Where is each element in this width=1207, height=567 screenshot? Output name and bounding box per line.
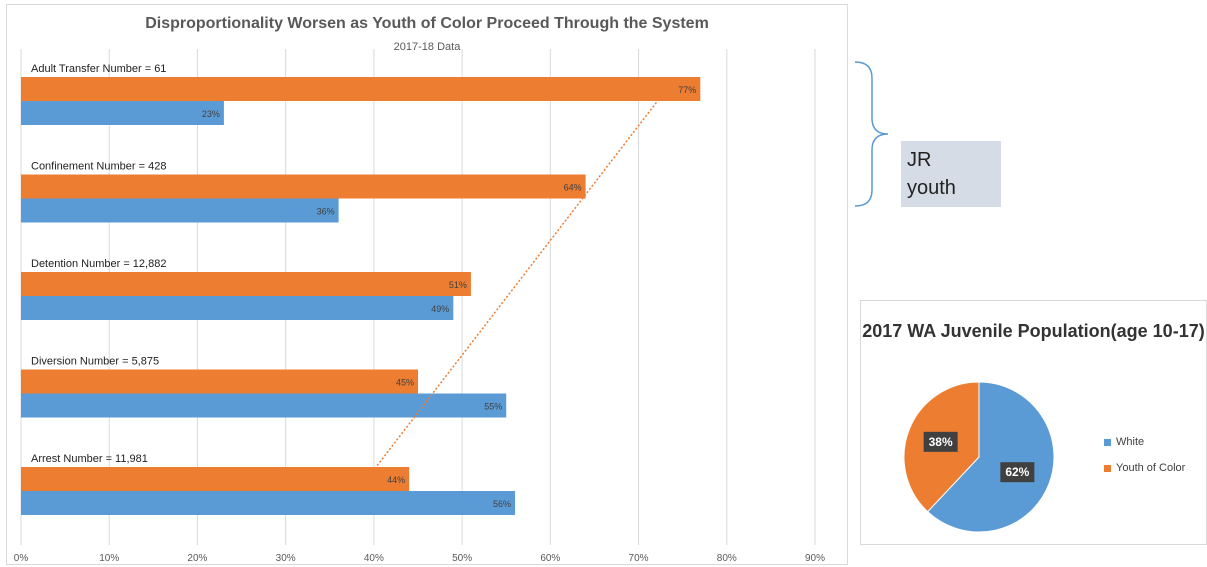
x-tick-label: 60%	[540, 553, 560, 564]
category-label: Arrest Number = 11,981	[31, 453, 148, 465]
legend-swatch-white	[1104, 438, 1111, 446]
pie-chart-svg: 62% 38%	[903, 381, 1055, 533]
x-tick-label: 50%	[452, 553, 472, 564]
category-label: Confinement Number = 428	[31, 161, 166, 173]
pie-chart-panel: 2017 WA Juvenile Population(age 10-17) 6…	[860, 300, 1207, 545]
trendline	[369, 92, 665, 476]
bar-chart-subtitle: 2017-18 Data	[393, 41, 461, 53]
bar-white	[21, 198, 339, 223]
legend-label-white: White	[1116, 436, 1145, 448]
pie-chart-title: 2017 WA Juvenile Population(age 10-17)	[862, 321, 1205, 341]
bar-youth-of-color	[21, 369, 418, 394]
bar-white	[21, 393, 507, 418]
x-tick-label: 0%	[14, 553, 29, 564]
legend-item-youth-of-color: Youth of Color	[1104, 462, 1185, 474]
x-tick-label: 30%	[276, 553, 296, 564]
x-tick-label: 80%	[717, 553, 737, 564]
bar-youth-of-color	[21, 174, 586, 199]
category-label: Adult Transfer Number = 61	[31, 63, 166, 75]
data-label: 44%	[387, 475, 405, 485]
legend-item-white: White	[1104, 436, 1144, 448]
data-label: 56%	[493, 499, 511, 509]
category-label: Detention Number = 12,882	[31, 258, 166, 270]
data-label: 55%	[484, 402, 502, 412]
bar-white	[21, 101, 224, 125]
data-label: 45%	[396, 378, 414, 388]
pie-slice-white	[926, 381, 1055, 533]
bar-white	[21, 296, 454, 320]
jr-youth-label: JR youth	[907, 149, 956, 199]
data-label: 64%	[564, 183, 582, 193]
x-tick-label: 90%	[805, 553, 825, 564]
legend-label-youth-of-color: Youth of Color	[1116, 462, 1186, 474]
data-label: 49%	[431, 304, 449, 314]
bar-chart-title: Disproportionality Worsen as Youth of Co…	[145, 15, 709, 32]
pie-label-box	[923, 431, 958, 452]
legend-swatch-youth-of-color	[1104, 464, 1111, 472]
bar-chart-panel: Disproportionality Worsen as Youth of Co…	[6, 4, 848, 565]
bar-youth-of-color	[21, 467, 410, 491]
bar-chart-svg: 0% 10% 20% 30% 40% 50% 60% 70% 80% 90% Adult Trans…	[14, 49, 825, 564]
bar-youth-of-color	[21, 272, 471, 296]
jr-bracket	[854, 61, 889, 207]
x-tick-label: 40%	[364, 553, 384, 564]
x-tick-label: 20%	[187, 553, 207, 564]
data-label: 77%	[678, 85, 696, 95]
jr-youth-box	[901, 141, 1001, 207]
data-label: 36%	[317, 207, 335, 217]
bar-youth-of-color	[21, 77, 701, 101]
category-label: Diversion Number = 5,875	[31, 356, 159, 368]
data-label: 51%	[449, 280, 467, 290]
data-label: 23%	[202, 109, 220, 119]
pie-data-label: 38%	[929, 435, 953, 449]
x-tick-label: 70%	[629, 553, 649, 564]
jr-bracket-path	[854, 61, 889, 207]
bar-white	[21, 491, 516, 515]
x-tick-label: 10%	[99, 553, 119, 564]
pie-data-label: 62%	[1005, 465, 1029, 479]
pie-label-box	[1000, 462, 1035, 483]
